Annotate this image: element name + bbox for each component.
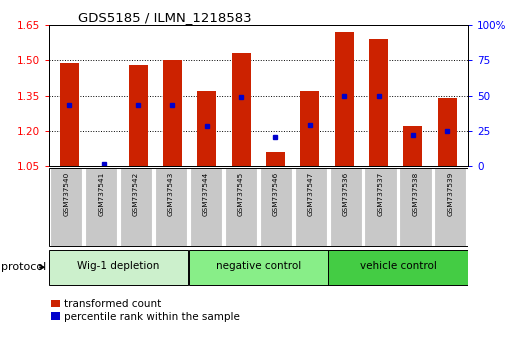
Bar xyxy=(129,65,148,166)
Text: GSM737538: GSM737538 xyxy=(412,171,419,216)
Bar xyxy=(435,168,466,246)
Bar xyxy=(260,168,292,246)
Bar xyxy=(438,98,457,166)
Bar xyxy=(329,168,362,246)
Bar xyxy=(328,250,467,285)
Text: vehicle control: vehicle control xyxy=(360,262,437,272)
Text: GSM737537: GSM737537 xyxy=(378,171,384,216)
Bar xyxy=(163,60,182,166)
Bar xyxy=(266,152,285,166)
Bar xyxy=(60,63,79,166)
Bar xyxy=(49,250,188,285)
Bar xyxy=(403,126,422,166)
Bar xyxy=(301,91,319,166)
Text: GSM737536: GSM737536 xyxy=(343,171,349,216)
Bar xyxy=(120,168,152,246)
Text: GSM737545: GSM737545 xyxy=(238,171,244,216)
Bar xyxy=(155,168,187,246)
Text: GSM737546: GSM737546 xyxy=(273,171,279,216)
Bar xyxy=(225,168,257,246)
Bar xyxy=(189,250,328,285)
Bar xyxy=(335,32,353,166)
Text: negative control: negative control xyxy=(215,262,301,272)
Bar xyxy=(190,168,222,246)
Text: protocol: protocol xyxy=(1,262,46,272)
Text: GSM737547: GSM737547 xyxy=(308,171,313,216)
Bar xyxy=(198,91,216,166)
Text: GSM737543: GSM737543 xyxy=(168,171,174,216)
Bar xyxy=(294,168,327,246)
Text: GSM737544: GSM737544 xyxy=(203,171,209,216)
Bar xyxy=(50,168,82,246)
Bar xyxy=(85,168,117,246)
Bar xyxy=(369,39,388,166)
Bar xyxy=(400,168,431,246)
Text: GSM737540: GSM737540 xyxy=(63,171,69,216)
Text: GSM737539: GSM737539 xyxy=(447,171,453,216)
Bar xyxy=(364,168,397,246)
Text: GDS5185 / ILMN_1218583: GDS5185 / ILMN_1218583 xyxy=(78,11,252,24)
Bar xyxy=(232,53,250,166)
Legend: transformed count, percentile rank within the sample: transformed count, percentile rank withi… xyxy=(51,299,240,322)
Text: GSM737541: GSM737541 xyxy=(98,171,104,216)
Text: Wig-1 depletion: Wig-1 depletion xyxy=(77,262,160,272)
Text: GSM737542: GSM737542 xyxy=(133,171,139,216)
